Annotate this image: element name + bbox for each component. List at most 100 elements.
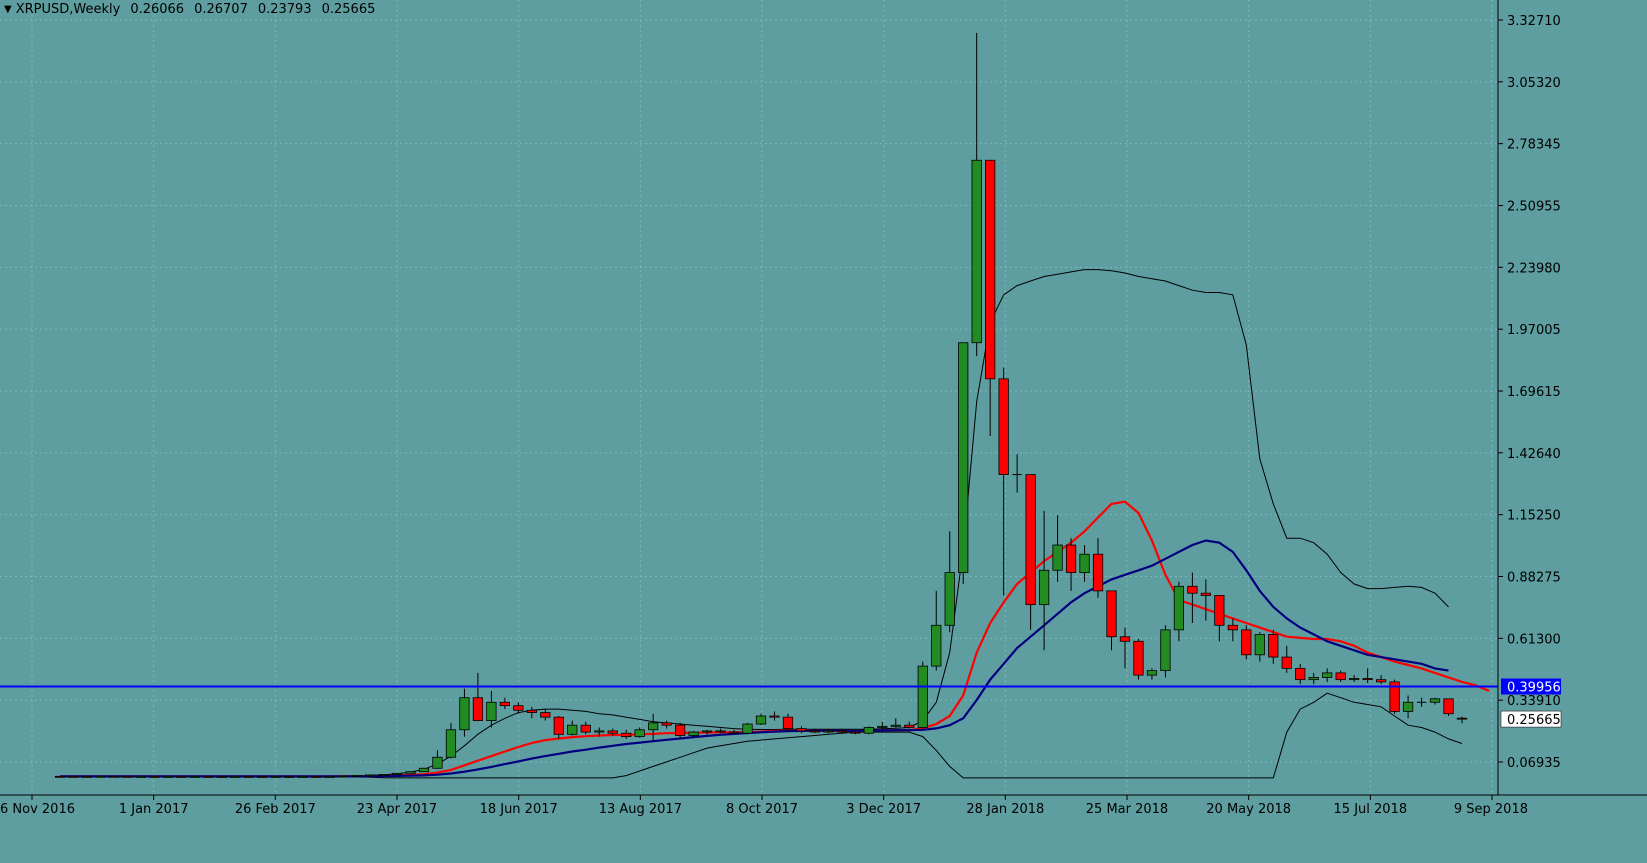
candle [769,711,780,721]
price-tick-label: 0.06935 [1507,756,1561,771]
candle [1254,632,1265,662]
price-tick-label: 1.97005 [1507,323,1561,338]
price-tick-label: 1.15250 [1507,509,1561,524]
candle-body-bear [1362,678,1373,681]
candle [850,729,861,735]
candles [54,32,1468,778]
candle [701,729,713,735]
candle [1065,538,1077,591]
candle [1038,510,1050,651]
triangle-down-icon[interactable]: ▼ [4,3,12,15]
candle [1429,697,1441,705]
candle [728,729,740,735]
candle [486,690,497,728]
candle [890,718,901,728]
candle-body-bull [1146,670,1158,676]
candle [877,721,888,730]
candle [1362,668,1373,684]
candle [176,776,187,778]
candle [1025,474,1036,630]
candle-body-bull [459,697,470,731]
candle [985,159,996,436]
candle [445,722,457,759]
candle-body-bear [1119,636,1131,642]
candle [364,774,376,777]
time-tick-label: 13 Aug 2017 [599,802,682,817]
candle [1079,545,1090,582]
candle-body-bear [796,728,807,732]
candle [1322,668,1333,682]
candle [391,772,403,775]
candle-body-bear [216,776,227,778]
candle-body-bear [108,775,120,778]
candle [648,713,659,742]
candle [324,776,335,778]
ohlc-high: 0.26707 [194,1,248,17]
candle-body-bear [122,775,133,778]
candle-body-bull [567,724,578,735]
candle-body-bull [944,572,955,626]
candle-body-bear [149,775,160,778]
candle-body-bull [958,342,969,573]
candle-body-bull [405,771,416,774]
time-tick-label: 20 May 2018 [1206,802,1291,817]
candle-body-bear [985,159,996,380]
candle [715,728,726,734]
candle-body-bull [742,723,753,734]
candle [1389,679,1400,714]
candle-body-bear [1335,672,1346,681]
time-tick-label: 1 Jan 2017 [119,802,189,817]
time-axis[interactable]: 6 Nov 2016 1 Jan 2017 26 Feb 2017 23 Apr 20… [0,795,1528,817]
candle-body-bear [850,731,861,734]
candle [1200,579,1211,621]
candle-body-bull [701,730,713,733]
candle-body-bull [162,776,173,778]
candle [1268,629,1279,664]
candle [1106,590,1117,651]
candle [1227,618,1238,642]
time-tick-label: 28 Jan 2018 [966,802,1044,817]
time-tick-label: 15 Jul 2018 [1334,802,1408,817]
candle [351,774,362,777]
candle [189,776,200,778]
candle [216,776,227,778]
price-tick-label: 2.78345 [1507,138,1561,153]
candle [1456,716,1468,724]
price-axis[interactable]: 3.32710 3.05320 2.78345 2.50955 2.23980 1.970… [1498,14,1561,771]
candle [755,713,767,726]
candle [378,774,389,776]
candle-body-bear [769,715,780,718]
candle [257,776,268,778]
candle-body-bear [203,776,214,778]
candle-body-bear [580,724,591,733]
candle-body-bear [1389,681,1400,712]
price-tick-label: 3.05320 [1507,76,1561,91]
price-tick-label: 0.61300 [1507,632,1561,647]
candle-body-bear [68,775,79,778]
candle-body-bull [364,774,376,777]
candle-body-bear [809,730,821,733]
candle-body-bear [81,775,93,778]
candle [135,775,147,778]
candle [1335,670,1346,682]
candle [1349,675,1360,682]
candle [809,728,821,734]
candle-body-bear [1200,592,1211,596]
candle-body-bear [54,775,66,778]
candle-body-bull [189,776,200,778]
candle [944,531,955,633]
candle [917,661,928,729]
candle-body-bear [904,724,915,728]
candle-body-bear [1092,553,1104,592]
candle [68,775,79,778]
candle-body-bear [1375,679,1387,683]
candle [54,775,66,778]
candle [1402,695,1414,719]
candle [1092,538,1104,598]
candle-body-bull [324,776,335,778]
candle [1416,697,1427,707]
candle-body-bear [1065,544,1077,573]
candle [432,750,443,769]
